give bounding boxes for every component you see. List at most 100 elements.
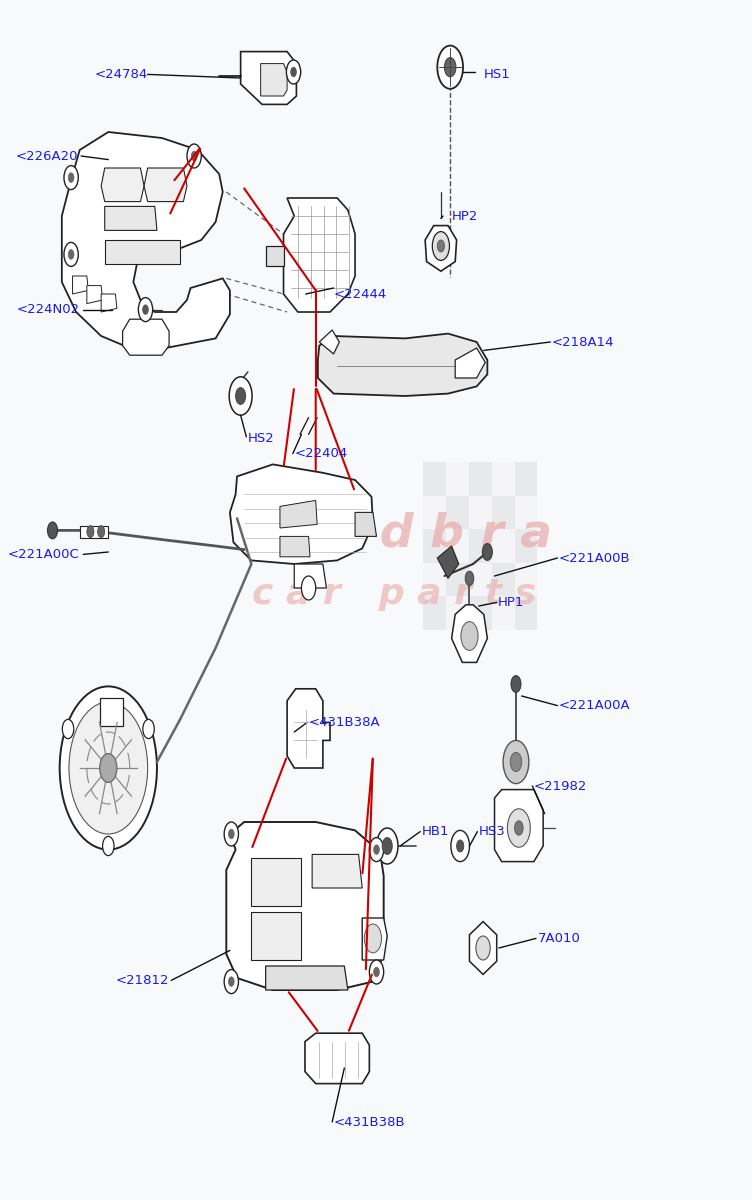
Polygon shape [102,168,144,202]
Circle shape [438,240,444,252]
Circle shape [187,144,202,168]
Text: <221A00B: <221A00B [559,552,630,564]
Polygon shape [251,912,302,960]
Circle shape [64,242,78,266]
Circle shape [374,967,379,977]
Polygon shape [241,52,296,104]
Polygon shape [362,918,387,960]
Circle shape [465,571,474,586]
Polygon shape [105,206,157,230]
Bar [468,496,492,529]
Text: HP2: HP2 [452,210,478,222]
Text: <22404: <22404 [294,448,347,460]
Circle shape [438,46,463,89]
Text: HS1: HS1 [484,68,511,80]
Polygon shape [425,226,456,271]
Bar [423,563,446,596]
Text: 7A010: 7A010 [538,932,581,944]
Bar [514,529,538,563]
Polygon shape [294,564,326,588]
Text: <24784: <24784 [95,68,147,80]
Bar [492,462,514,496]
Bar [514,563,538,596]
Circle shape [291,67,296,77]
Circle shape [229,829,234,839]
Text: HP1: HP1 [498,596,524,608]
Circle shape [476,936,490,960]
Bar [492,496,514,529]
Polygon shape [251,858,302,906]
Circle shape [102,836,114,856]
Polygon shape [284,198,355,312]
Text: HB1: HB1 [422,826,449,838]
Circle shape [514,821,523,835]
Polygon shape [100,698,123,726]
Polygon shape [261,64,287,96]
Text: HS3: HS3 [479,826,505,838]
Polygon shape [318,334,487,396]
Circle shape [461,622,478,650]
Text: HS2: HS2 [247,432,274,444]
Text: <221A00C: <221A00C [8,548,80,560]
Text: <22444: <22444 [334,288,387,300]
Polygon shape [312,854,362,888]
Circle shape [451,830,469,862]
Circle shape [229,377,252,415]
Bar [446,596,468,630]
Circle shape [377,828,398,864]
Circle shape [302,576,316,600]
Bar [492,596,514,630]
Text: <431B38A: <431B38A [308,716,381,728]
Circle shape [229,977,234,986]
Polygon shape [265,246,284,266]
Circle shape [64,166,78,190]
Text: c a r   p a r t s: c a r p a r t s [253,577,536,611]
Polygon shape [495,790,543,862]
Polygon shape [226,822,384,990]
Polygon shape [452,605,487,662]
Polygon shape [72,276,88,294]
Text: <226A20: <226A20 [16,150,78,162]
Bar [468,529,492,563]
Polygon shape [469,922,497,974]
Circle shape [369,838,384,862]
Text: <224N02: <224N02 [17,304,80,316]
Circle shape [138,298,153,322]
Bar [446,462,468,496]
Bar [423,596,446,630]
Bar [492,529,514,563]
Circle shape [69,702,147,834]
Bar [446,496,468,529]
Circle shape [365,924,381,953]
Circle shape [444,58,456,77]
Polygon shape [280,536,310,557]
Circle shape [68,250,74,259]
Circle shape [47,522,57,539]
Bar [514,596,538,630]
Bar [446,563,468,596]
Circle shape [382,838,393,854]
Polygon shape [438,546,459,578]
Circle shape [511,752,522,772]
Bar [514,496,538,529]
Circle shape [432,232,450,260]
Circle shape [287,60,301,84]
Circle shape [511,676,521,692]
Bar [492,563,514,596]
Circle shape [59,686,157,850]
Text: <221A00A: <221A00A [559,700,630,712]
Polygon shape [265,966,348,990]
Circle shape [503,740,529,784]
Bar [514,462,538,496]
Text: <21982: <21982 [534,780,587,792]
Polygon shape [102,294,117,312]
Circle shape [68,173,74,182]
Bar [468,563,492,596]
Polygon shape [455,348,485,378]
Text: s o u d b r a: s o u d b r a [236,511,553,557]
Bar [423,529,446,563]
Circle shape [224,970,238,994]
Polygon shape [305,1033,369,1084]
Circle shape [456,840,464,852]
Polygon shape [80,526,108,538]
